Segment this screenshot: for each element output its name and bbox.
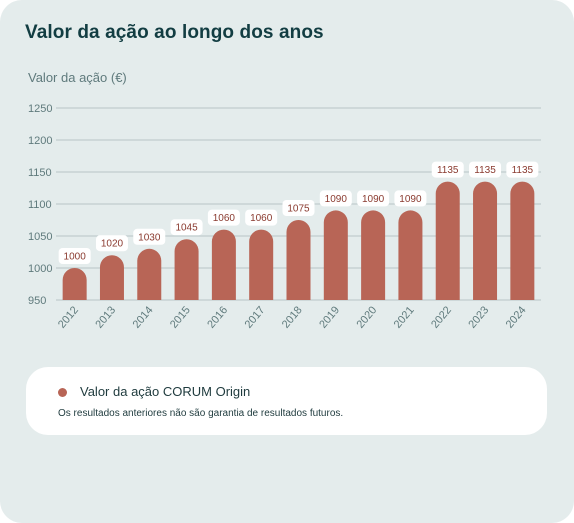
x-tick-label: 2013: [93, 304, 118, 330]
data-label-bg: [133, 228, 166, 245]
bar: [286, 220, 311, 300]
bar: [398, 210, 423, 300]
bar: [211, 229, 236, 300]
data-label: 1135: [474, 165, 496, 176]
data-label: 1060: [250, 213, 273, 224]
bar: [137, 248, 162, 300]
x-tick-label: 2023: [466, 304, 491, 330]
data-label-bg: [95, 235, 128, 252]
data-label-bg: [282, 200, 315, 216]
data-label: 1000: [64, 252, 87, 263]
data-label-bg: [357, 190, 390, 207]
data-label: 1045: [175, 223, 198, 234]
x-tick-label: 2020: [354, 304, 379, 330]
data-label: 1135: [437, 165, 459, 176]
disclaimer-note: Os resultados anteriores não são garanti…: [58, 408, 344, 419]
bar: [435, 181, 460, 300]
data-label: 1060: [213, 213, 236, 224]
data-label-bg: [506, 161, 539, 178]
x-tick-label: 2019: [317, 304, 342, 330]
x-tick-label: 2024: [504, 304, 529, 330]
bar: [361, 210, 386, 300]
data-label: 1030: [138, 232, 161, 243]
data-label: 1090: [362, 194, 385, 205]
data-label-bg: [394, 190, 427, 207]
data-label-bg: [469, 161, 502, 178]
y-tick-label: 950: [28, 295, 46, 307]
data-label: 1090: [325, 194, 348, 205]
y-tick-label: 1100: [28, 199, 52, 211]
bar: [473, 181, 498, 300]
x-tick-label: 2021: [392, 304, 417, 330]
data-label-bg: [207, 209, 240, 226]
y-tick-label: 1000: [28, 263, 52, 275]
x-tick-label: 2012: [56, 304, 81, 330]
x-tick-label: 2017: [243, 304, 268, 330]
bar: [99, 255, 124, 300]
y-tick-label: 1150: [28, 167, 52, 179]
legend-box: Valor da ação CORUM Origin Os resultados…: [26, 367, 547, 435]
x-tick-label: 2018: [280, 304, 305, 330]
legend-label: Valor da ação CORUM Origin: [80, 384, 251, 399]
y-axis-label: Valor da ação (€): [28, 70, 127, 85]
data-label: 1135: [512, 165, 534, 176]
data-label-bg: [58, 248, 91, 264]
x-tick-label: 2015: [168, 304, 193, 330]
bar: [510, 181, 535, 300]
data-label-bg: [245, 209, 278, 226]
legend-swatch: [58, 388, 67, 397]
bar: [249, 229, 274, 300]
y-tick-label: 1250: [28, 103, 52, 115]
data-label: 1075: [287, 204, 310, 215]
data-label: 1020: [101, 239, 124, 250]
bar: [323, 210, 348, 300]
chart-title: Valor da ação ao longo dos anos: [25, 22, 324, 43]
data-label-bg: [170, 219, 203, 236]
bar: [174, 239, 199, 300]
x-tick-label: 2014: [131, 304, 156, 330]
data-label: 1090: [399, 194, 422, 205]
x-tick-label: 2016: [205, 304, 230, 330]
y-tick-label: 1200: [28, 135, 52, 147]
x-tick-label: 2022: [429, 304, 454, 330]
y-tick-label: 1050: [28, 231, 52, 243]
data-label-bg: [319, 190, 352, 207]
bar: [62, 268, 87, 300]
data-label-bg: [431, 161, 464, 178]
